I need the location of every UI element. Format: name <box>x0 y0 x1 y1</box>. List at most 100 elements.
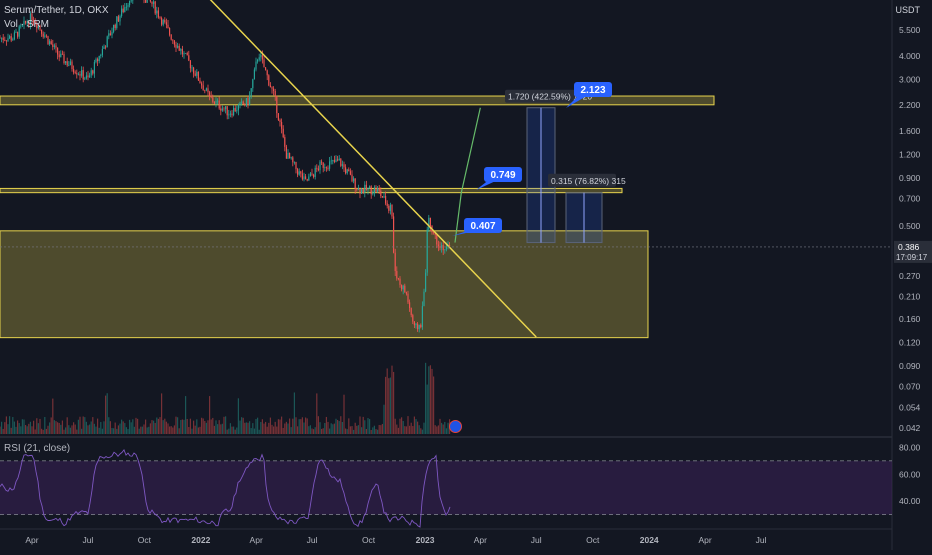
us-flag-icon[interactable] <box>449 420 462 433</box>
volume-bar <box>151 420 152 434</box>
rsi-axis-tick: 60.00 <box>899 469 921 479</box>
candle-body <box>315 168 316 177</box>
volume-bar <box>431 369 432 434</box>
volume-bar <box>228 429 229 434</box>
candle-body <box>387 203 388 206</box>
symbol-title[interactable]: Serum/Tether, 1D, OKX <box>4 5 109 16</box>
volume-bar <box>318 416 319 434</box>
candle-body <box>326 167 327 168</box>
candle-body <box>411 308 412 315</box>
candle-body <box>196 72 197 76</box>
volume-bar <box>230 423 231 434</box>
candle-body <box>79 74 80 76</box>
volume-bar <box>110 421 111 434</box>
volume-bar <box>419 425 420 434</box>
candle-body <box>49 41 50 44</box>
volume-bar <box>39 419 40 434</box>
candle-body <box>214 102 215 104</box>
candle-body <box>303 176 304 179</box>
price-axis-tick: 3.000 <box>899 74 921 84</box>
candle-body <box>121 9 122 16</box>
candle-body <box>91 70 92 75</box>
volume-bar <box>292 419 293 434</box>
volume-bar <box>147 427 148 434</box>
volume-bar <box>417 422 418 434</box>
candle-body <box>358 188 359 190</box>
volume-bar <box>203 418 204 434</box>
volume-bar <box>4 422 5 434</box>
candle-body <box>203 85 204 90</box>
rsi-legend[interactable]: RSI (21, close) <box>4 443 70 454</box>
candle-body <box>302 174 303 180</box>
volume-bar <box>275 422 276 434</box>
volume-bar <box>65 427 66 434</box>
candle-body <box>163 20 164 25</box>
time-axis-tick: Jul <box>82 535 93 545</box>
volume-bar <box>243 418 244 434</box>
volume-bar <box>166 422 167 434</box>
volume-bar <box>323 428 324 434</box>
candle-body <box>54 46 55 47</box>
price-axis-tick: 0.270 <box>899 271 921 281</box>
volume-bar <box>63 430 64 434</box>
candle-body <box>246 98 247 105</box>
volume-bar <box>23 420 24 434</box>
candle-body <box>300 171 301 173</box>
volume-bar <box>380 425 381 434</box>
volume-bar <box>308 426 309 434</box>
candle-body <box>260 55 261 58</box>
time-axis-tick: 2024 <box>640 535 659 545</box>
volume-bar <box>20 426 21 434</box>
candle-body <box>73 69 74 72</box>
candle-body <box>158 10 159 17</box>
candle-body <box>255 62 256 70</box>
candle-body <box>94 62 95 73</box>
time-axis-tick: Apr <box>25 535 38 545</box>
volume-bar <box>372 427 373 434</box>
candle-body <box>396 271 397 278</box>
volume-bar <box>71 425 72 434</box>
volume-bar <box>414 417 415 434</box>
volume-bar <box>401 417 402 434</box>
volume-bar <box>268 423 269 434</box>
candle-body <box>193 68 194 74</box>
candle-body <box>207 88 208 92</box>
candle-body <box>235 108 236 111</box>
candle-body <box>295 162 296 169</box>
volume-bar <box>310 425 311 434</box>
candle-body <box>55 46 56 48</box>
candle-body <box>419 325 420 329</box>
candle-body <box>366 185 367 190</box>
volume-bar <box>265 422 266 434</box>
candle-body <box>89 75 90 77</box>
volume-bar <box>201 418 202 434</box>
candle-body <box>113 25 114 32</box>
candle-body <box>393 216 394 252</box>
volume-bar <box>164 419 165 434</box>
volume-bar <box>180 420 181 434</box>
volume-bar <box>367 418 368 434</box>
price-axis-tick: 0.054 <box>899 402 921 412</box>
candle-body <box>172 40 173 41</box>
candle-body <box>231 114 232 116</box>
candle-body <box>47 36 48 44</box>
currency-label[interactable]: USDT <box>896 5 921 15</box>
candle-body <box>372 193 373 194</box>
volume-bar <box>406 426 407 434</box>
candle-body <box>102 49 103 55</box>
volume-bar <box>3 429 4 434</box>
candle-body <box>44 36 45 37</box>
volume-bar <box>99 428 100 434</box>
candle-body <box>62 54 63 55</box>
volume-bar <box>81 429 82 434</box>
volume-legend[interactable]: Vol · SRM <box>4 19 49 30</box>
volume-bar <box>92 417 93 434</box>
candle-body <box>97 59 98 61</box>
candle-body <box>95 59 96 62</box>
candle-body <box>215 101 216 104</box>
candle-body <box>407 294 408 303</box>
price-axis-tick: 0.700 <box>899 193 921 203</box>
candle-body <box>99 56 100 61</box>
